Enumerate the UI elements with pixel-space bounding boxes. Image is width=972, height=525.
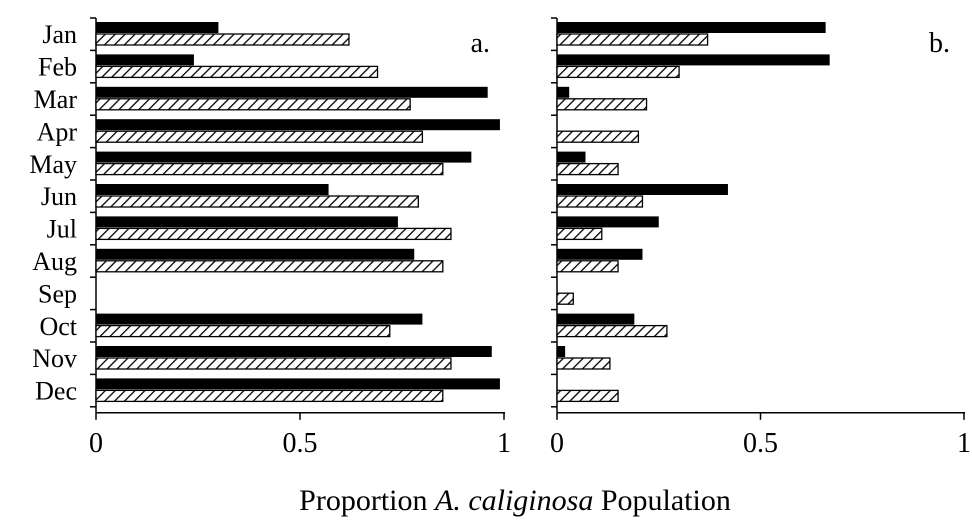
panel-a-bar-solid-black-dec xyxy=(96,378,500,390)
panel-b-bar-solid-black-may xyxy=(557,151,586,163)
panel-a-bar-diagonal-hatch-may xyxy=(95,162,444,176)
panel-a-bar-solid-black-oct xyxy=(96,313,423,325)
panel-a-bar-diagonal-hatch-aug xyxy=(95,260,444,273)
panel-b-bar-diagonal-hatch-jul xyxy=(556,227,603,241)
panel-b-x-tick-label: 0.5 xyxy=(743,428,778,459)
y-tick-label-sep: Sep xyxy=(38,279,77,308)
panel-a-bar-solid-black-nov xyxy=(96,346,492,357)
panel-a-bar-diagonal-hatch-jun xyxy=(95,195,419,208)
panel-b-bar-diagonal-hatch-dec xyxy=(556,389,619,403)
y-tick-label-mar: Mar xyxy=(34,85,78,114)
panel-b-bar-diagonal-hatch-mar xyxy=(556,98,648,111)
panel-a-bar-diagonal-hatch-jul xyxy=(95,227,452,241)
panel-b-bar-diagonal-hatch-jan xyxy=(556,33,709,46)
y-tick-label-apr: Apr xyxy=(37,117,78,146)
y-tick-label-may: May xyxy=(29,150,77,179)
panel-b-bar-solid-black-aug xyxy=(557,248,643,260)
y-tick-label-aug: Aug xyxy=(32,247,77,276)
panel-b-x-tick-label: 1 xyxy=(957,428,971,459)
panel-a-label: a. xyxy=(471,28,490,59)
y-tick-label-oct: Oct xyxy=(39,312,77,341)
panel-a-bar-solid-black-jul xyxy=(96,216,398,228)
panel-a-bar-diagonal-hatch-mar xyxy=(95,98,411,111)
x-axis-label-prefix: Proportion xyxy=(299,484,435,517)
y-tick-label-jun: Jun xyxy=(41,182,77,211)
panel-a-bar-solid-black-feb xyxy=(96,54,194,66)
panel-a-bar-solid-black-mar xyxy=(96,86,488,98)
panel-b-bar-diagonal-hatch-may xyxy=(556,162,619,176)
panel-a-x-tick-label: 0 xyxy=(89,428,103,459)
y-tick-label-jul: Jul xyxy=(47,215,77,244)
y-tick-label-dec: Dec xyxy=(35,377,77,406)
panel-a-bar-diagonal-hatch-feb xyxy=(95,65,379,79)
panel-b-bar-diagonal-hatch-sep xyxy=(556,292,574,305)
panel-b-bar-solid-black-jul xyxy=(557,216,659,228)
panel-b-bar-solid-black-jun xyxy=(557,184,728,195)
panel-b-bar-diagonal-hatch-aug xyxy=(556,260,619,273)
panel-b-bar-diagonal-hatch-apr xyxy=(556,130,640,143)
panel-a-x-tick-label: 0.5 xyxy=(283,428,318,459)
panel-b-bar-diagonal-hatch-oct xyxy=(556,324,668,338)
x-axis-label-species: A. caliginosa xyxy=(433,484,593,517)
panel-b-bar-solid-black-jan xyxy=(557,22,826,33)
panel-a-bar-solid-black-apr xyxy=(96,119,500,131)
panel-b-bar-solid-black-nov xyxy=(557,346,566,357)
panel-b-bar-diagonal-hatch-nov xyxy=(556,357,611,370)
chart-layer: Jan Feb Mar Apr May Jun Jul Aug Sep Oct Nov Dec 0 0.5… xyxy=(29,17,971,459)
panel-b-label: b. xyxy=(929,28,950,59)
panel-a-bar-solid-black-may xyxy=(96,151,472,163)
panel-b-bar-diagonal-hatch-jun xyxy=(556,195,644,208)
panel-b-bar-diagonal-hatch-feb xyxy=(556,65,680,79)
panel-a-bar-diagonal-hatch-oct xyxy=(95,324,391,338)
y-tick-label-jan: Jan xyxy=(42,20,77,49)
panel-b-x-tick-label: 0 xyxy=(550,428,564,459)
panel-a-bar-diagonal-hatch-apr xyxy=(95,130,424,143)
x-axis-label-suffix: Population xyxy=(593,484,731,517)
panel-b-bar-solid-black-mar xyxy=(557,86,570,98)
y-tick-label-nov: Nov xyxy=(32,344,77,373)
panel-a-bar-solid-black-jun xyxy=(96,184,329,195)
panel-b-bar-solid-black-oct xyxy=(557,313,635,325)
panel-a-bar-solid-black-jan xyxy=(96,22,219,33)
y-tick-label-feb: Feb xyxy=(38,53,77,82)
panel-a-bar-solid-black-aug xyxy=(96,248,415,260)
panel-a-bar-diagonal-hatch-nov xyxy=(95,357,452,370)
panel-a-bar-diagonal-hatch-dec xyxy=(95,389,444,403)
x-axis-label: Proportion A. caliginosa Population xyxy=(299,484,731,517)
panel-a-x-tick-label: 1 xyxy=(497,428,511,459)
panel-a-bar-diagonal-hatch-jan xyxy=(95,33,350,46)
panel-b-bar-solid-black-feb xyxy=(557,54,830,66)
